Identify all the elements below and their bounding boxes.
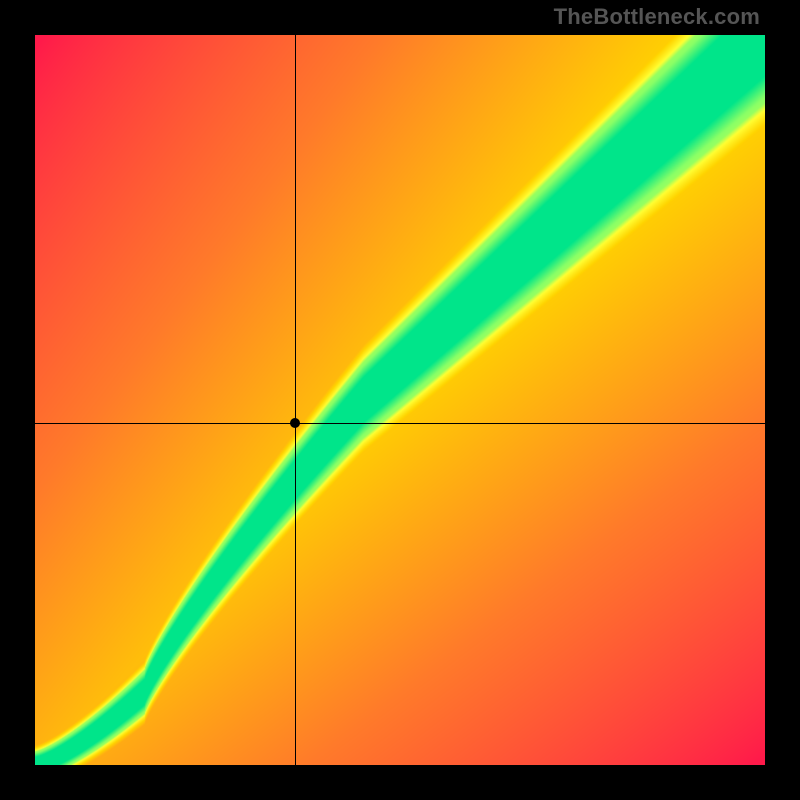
crosshair-marker (290, 418, 300, 428)
watermark-text: TheBottleneck.com (554, 4, 760, 30)
heatmap-plot (35, 35, 765, 765)
heatmap-canvas (35, 35, 765, 765)
chart-outer-frame: TheBottleneck.com (0, 0, 800, 800)
